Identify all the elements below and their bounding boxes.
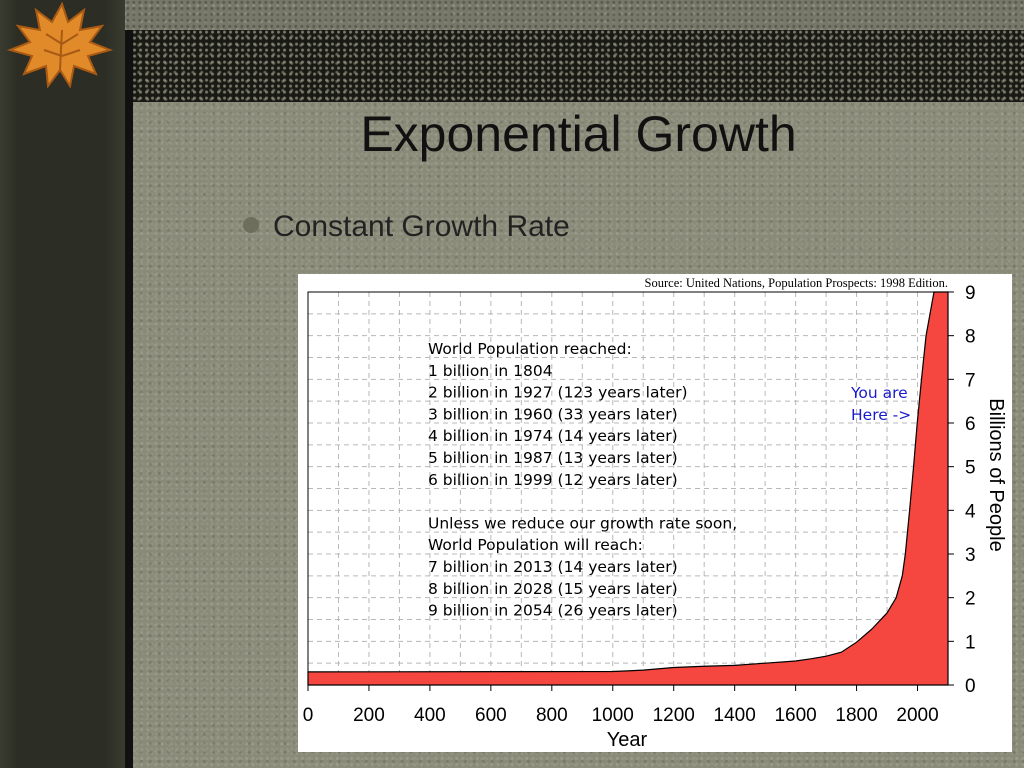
x-tick-label: 1800 bbox=[835, 705, 877, 726]
y-axis-title: Billions of People bbox=[985, 398, 1007, 551]
x-tick-label: 1400 bbox=[714, 705, 756, 726]
annotation-line: World Population will reach: bbox=[428, 536, 643, 554]
x-tick-label: 800 bbox=[536, 705, 568, 726]
population-area bbox=[307, 291, 949, 686]
x-axis-title: Year bbox=[607, 729, 648, 751]
you-are-here-label: You are bbox=[850, 384, 908, 402]
x-tick-label: 0 bbox=[303, 705, 314, 726]
x-tick-label: 400 bbox=[414, 705, 446, 726]
autumn-leaf-icon bbox=[6, 1, 114, 89]
y-tick-label: 1 bbox=[965, 632, 976, 653]
bullet-text: Constant Growth Rate bbox=[273, 210, 570, 243]
annotation-line: 3 billion in 1960 (33 years later) bbox=[428, 405, 678, 423]
left-sidebar-band bbox=[0, 0, 125, 768]
y-tick-label: 6 bbox=[965, 414, 976, 435]
bullet-item: Constant Growth Rate bbox=[243, 210, 570, 244]
annotation-line: 4 billion in 1974 (14 years later) bbox=[428, 427, 678, 445]
y-tick-label: 0 bbox=[965, 676, 976, 697]
x-tick-label: 600 bbox=[475, 705, 507, 726]
source-note: Source: United Nations, Population Prosp… bbox=[645, 276, 948, 290]
annotation-line: 6 billion in 1999 (12 years later) bbox=[428, 471, 678, 489]
y-tick-label: 4 bbox=[965, 501, 976, 522]
y-tick-label: 9 bbox=[965, 283, 976, 304]
annotation-line: 8 billion in 2028 (15 years later) bbox=[428, 580, 678, 598]
chart-svg: 0 200 400 600 800 1000 1200 1400 1600 1800 2000 0 1 2… bbox=[303, 276, 1007, 751]
annotation-line: 7 billion in 2013 (14 years later) bbox=[428, 558, 678, 576]
annotation-line: Unless we reduce our growth rate soon, bbox=[428, 514, 737, 532]
frame-layer bbox=[307, 291, 949, 686]
y-tick-label: 2 bbox=[965, 589, 976, 610]
x-tick-label: 1600 bbox=[774, 705, 816, 726]
area-layer bbox=[307, 291, 949, 686]
annotation-line: 5 billion in 1987 (13 years later) bbox=[428, 449, 678, 467]
y-tick-label: 3 bbox=[965, 545, 976, 566]
annotation-line: 9 billion in 2054 (26 years later) bbox=[428, 602, 678, 620]
x-tick-label: 2000 bbox=[896, 705, 938, 726]
title-texture-band bbox=[133, 30, 1024, 102]
annotation-line: World Population reached: bbox=[428, 340, 632, 358]
x-tick-label: 1000 bbox=[592, 705, 634, 726]
you-are-here-label: Here -> bbox=[851, 406, 911, 424]
text-layer: Year Billions of People Source: United Nat… bbox=[428, 276, 1007, 751]
plot-frame bbox=[307, 291, 949, 686]
x-tick-label: 1200 bbox=[653, 705, 695, 726]
y-tick-label: 7 bbox=[965, 370, 976, 391]
annotation-line: 2 billion in 1927 (123 years later) bbox=[428, 384, 688, 402]
tick-layer: 0 200 400 600 800 1000 1200 1400 1600 1800 2000 0 1 2… bbox=[303, 283, 976, 726]
y-tick-label: 5 bbox=[965, 458, 976, 479]
left-dark-stripe bbox=[125, 30, 133, 768]
population-chart: 0 200 400 600 800 1000 1200 1400 1600 1800 2000 0 1 2… bbox=[298, 274, 1012, 752]
x-tick-label: 200 bbox=[353, 705, 385, 726]
bullet-dot-icon bbox=[243, 217, 259, 234]
page-title: Exponential Growth bbox=[360, 106, 797, 162]
top-texture-strip bbox=[0, 0, 1024, 30]
annotation-line: 1 billion in 1804 bbox=[428, 362, 553, 380]
y-tick-label: 8 bbox=[965, 327, 976, 348]
